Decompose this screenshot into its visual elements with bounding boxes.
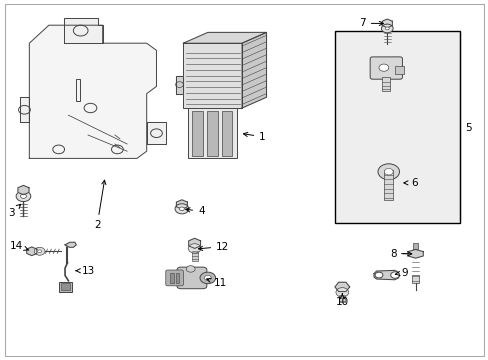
- Polygon shape: [334, 282, 349, 292]
- Circle shape: [38, 250, 41, 253]
- Bar: [191, 248, 197, 261]
- Polygon shape: [407, 249, 423, 258]
- Text: 4: 4: [185, 206, 204, 216]
- Text: 10: 10: [335, 294, 348, 307]
- Bar: [169, 273, 173, 283]
- Circle shape: [20, 194, 26, 198]
- Bar: [76, 79, 80, 101]
- Polygon shape: [63, 18, 102, 43]
- Bar: [339, 292, 345, 302]
- Polygon shape: [20, 97, 29, 122]
- Text: 2: 2: [94, 180, 106, 230]
- Text: 14: 14: [10, 240, 29, 251]
- Circle shape: [188, 244, 201, 253]
- Text: 5: 5: [465, 123, 471, 133]
- Circle shape: [377, 164, 399, 180]
- Circle shape: [385, 27, 388, 30]
- Polygon shape: [382, 19, 391, 28]
- Bar: [59, 282, 72, 292]
- Circle shape: [374, 272, 382, 278]
- Circle shape: [378, 64, 388, 71]
- Polygon shape: [18, 185, 29, 195]
- Polygon shape: [242, 32, 266, 108]
- Polygon shape: [65, 242, 76, 247]
- Text: 7: 7: [358, 18, 383, 28]
- Bar: [221, 111, 232, 156]
- Bar: [175, 273, 179, 283]
- Bar: [334, 31, 459, 223]
- Bar: [384, 170, 392, 200]
- Circle shape: [175, 204, 188, 214]
- Bar: [411, 275, 418, 283]
- Circle shape: [16, 191, 31, 202]
- Text: 9: 9: [394, 268, 407, 278]
- FancyBboxPatch shape: [369, 57, 402, 79]
- Bar: [183, 43, 242, 108]
- Bar: [394, 66, 403, 74]
- Circle shape: [204, 275, 211, 280]
- Circle shape: [335, 288, 348, 297]
- Polygon shape: [373, 270, 399, 280]
- Text: 13: 13: [76, 266, 95, 276]
- Polygon shape: [146, 122, 166, 144]
- Bar: [192, 111, 203, 156]
- Circle shape: [390, 272, 399, 278]
- Text: 12: 12: [198, 242, 229, 252]
- Circle shape: [381, 24, 392, 33]
- Polygon shape: [27, 247, 37, 256]
- Polygon shape: [176, 200, 187, 209]
- Bar: [61, 283, 70, 290]
- Polygon shape: [176, 76, 183, 94]
- Circle shape: [179, 207, 184, 211]
- Circle shape: [384, 168, 392, 175]
- Text: 8: 8: [389, 249, 411, 259]
- Bar: [412, 243, 417, 249]
- Bar: [382, 77, 389, 91]
- FancyBboxPatch shape: [177, 267, 206, 289]
- Circle shape: [186, 266, 195, 272]
- Text: 11: 11: [206, 278, 227, 288]
- Text: 3: 3: [8, 204, 20, 218]
- Bar: [188, 108, 237, 158]
- Polygon shape: [183, 32, 266, 43]
- FancyBboxPatch shape: [165, 270, 183, 286]
- Circle shape: [200, 272, 215, 284]
- Text: 1: 1: [243, 132, 265, 142]
- Bar: [206, 111, 217, 156]
- Circle shape: [34, 247, 45, 255]
- Text: 6: 6: [403, 178, 417, 188]
- Polygon shape: [29, 25, 156, 158]
- Polygon shape: [188, 238, 200, 248]
